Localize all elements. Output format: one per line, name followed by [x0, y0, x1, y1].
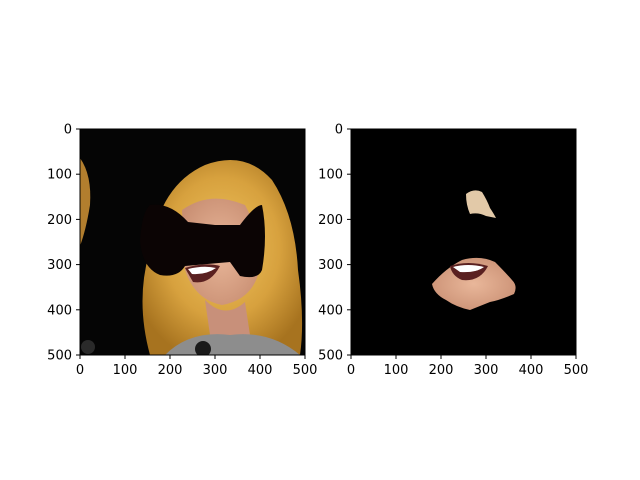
- left-axes: 0 100 200 300 400 500 0 100 200 300 400 500: [47, 123, 317, 379]
- left-image-panel: [79, 128, 306, 356]
- y-tick-label: 100: [318, 168, 343, 183]
- y-tick-label: 500: [318, 349, 343, 364]
- x-tick-label: 100: [384, 363, 409, 378]
- bowtie-mask: [140, 204, 265, 278]
- right-image-panel: [350, 128, 577, 356]
- y-tick-label: 400: [318, 303, 343, 318]
- x-tick-label: 300: [474, 363, 499, 378]
- x-tick-label: 0: [347, 363, 355, 378]
- segmented-face-image: [351, 129, 576, 355]
- masked-portrait-image: [80, 129, 305, 355]
- y-tick-label: 100: [47, 168, 72, 183]
- x-tick-label: 200: [429, 363, 454, 378]
- x-tick-label: 500: [293, 363, 318, 378]
- x-tick-label: 100: [113, 363, 138, 378]
- y-tick-label: 200: [318, 213, 343, 228]
- y-tick-label: 400: [47, 303, 72, 318]
- x-tick-label: 0: [76, 363, 84, 378]
- y-tick-label: 0: [335, 123, 343, 138]
- y-tick-label: 0: [64, 123, 72, 138]
- x-tick-label: 300: [203, 363, 228, 378]
- x-tick-label: 400: [519, 363, 544, 378]
- y-tick-label: 200: [47, 213, 72, 228]
- y-tick-label: 300: [318, 258, 343, 273]
- x-tick-label: 200: [158, 363, 183, 378]
- right-axes: 0 100 200 300 400 500 0 100 200 300 400 500: [318, 123, 588, 379]
- x-tick-label: 500: [564, 363, 589, 378]
- y-tick-label: 500: [47, 349, 72, 364]
- x-tick-label: 400: [248, 363, 273, 378]
- y-tick-label: 300: [47, 258, 72, 273]
